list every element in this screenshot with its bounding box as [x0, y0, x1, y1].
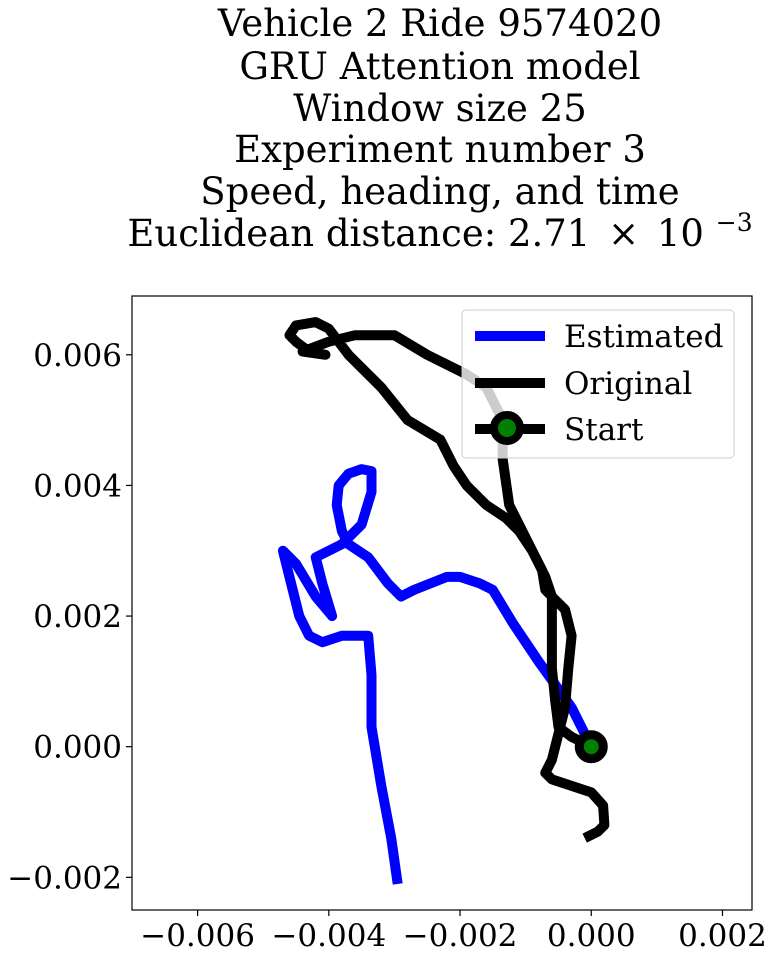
title-line-4: Experiment number 3 [234, 128, 646, 171]
legend: Estimated Original Start [461, 309, 735, 459]
legend-label-start: Start [564, 412, 644, 448]
chart-title: Vehicle 2 Ride 9574020 GRU Attention mod… [127, 2, 752, 255]
title-distance-prefix: Euclidean distance: 2.71 [127, 212, 590, 255]
y-tick-label: 0.004 [33, 468, 122, 504]
x-tick-label: 0.002 [678, 918, 767, 954]
title-line-5: Speed, heading, and time [200, 170, 679, 213]
x-tick-label: −0.002 [403, 918, 518, 954]
x-tick-label: −0.006 [140, 918, 255, 954]
legend-box [461, 309, 735, 459]
y-tick-label: 0.006 [33, 338, 122, 374]
y-tick-label: 0.000 [33, 730, 122, 766]
legend-marker-start [490, 411, 524, 445]
x-tick-label: 0.000 [547, 918, 636, 954]
plot-series [277, 317, 610, 885]
y-tick-label: 0.002 [33, 599, 122, 635]
title-line-2: GRU Attention model [239, 45, 640, 88]
y-tick-label: −0.002 [7, 860, 122, 896]
series-line-original [284, 317, 610, 843]
series-line-estimated [277, 464, 596, 885]
legend-label-original: Original [564, 366, 692, 402]
x-tick-label: −0.004 [271, 918, 386, 954]
title-distance-times: × [608, 212, 639, 255]
title-line-6: Euclidean distance: 2.71 × 10 −3 [127, 208, 752, 255]
legend-label-estimated: Estimated [564, 319, 723, 355]
title-distance-base: 10 [657, 212, 704, 255]
title-line-1: Vehicle 2 Ride 9574020 [217, 2, 662, 45]
start-marker [574, 730, 608, 764]
plot-area [131, 295, 753, 911]
axis-ticks: −0.006 −0.004 −0.002 0.000 0.002 −0.002 0.000 0… [7, 338, 767, 954]
title-line-3: Window size 25 [293, 87, 587, 130]
title-distance-exponent: −3 [716, 208, 753, 237]
